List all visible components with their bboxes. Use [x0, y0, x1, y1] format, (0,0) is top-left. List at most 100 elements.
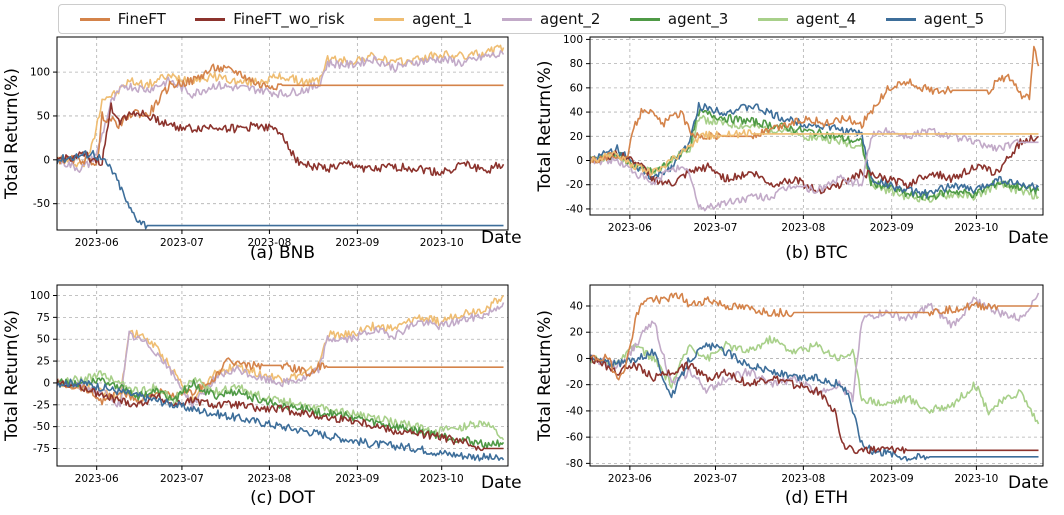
chart-a-bnb: -50 0 50 100 2023-06 2023-07 2023-08 2023-09 202…: [2, 36, 522, 263]
y-tick-label: -50: [33, 198, 50, 210]
series-line-fineft-wo-risk: [590, 134, 1040, 195]
legend-entry-agent-5: agent_5: [885, 10, 985, 28]
x-tick-label: 2023-06: [75, 237, 119, 249]
x-tick-label: 2023-10: [420, 473, 464, 485]
series-line-agent-2: [57, 50, 505, 173]
y-tick-label: -20: [566, 179, 583, 191]
y-tick-label: 20: [570, 131, 583, 143]
y-tick-label: -20: [566, 379, 583, 391]
y-tick-label: 75: [37, 312, 50, 324]
x-axis-label: Date: [481, 473, 522, 493]
y-tick-label: -25: [33, 399, 50, 411]
y-tick-label: 100: [30, 290, 50, 302]
x-tick-label: 2023-06: [608, 222, 652, 234]
x-tick-label: 2023-08: [781, 473, 825, 485]
y-tick-label: 40: [570, 107, 583, 119]
series-line-agent-5: [590, 342, 1039, 462]
legend-label: agent_2: [540, 10, 601, 28]
x-tick-label: 2023-09: [335, 473, 379, 485]
legend-swatch: [885, 17, 916, 21]
x-tick-label: 2023-07: [160, 237, 204, 249]
x-axis-label: Date: [481, 228, 522, 248]
x-tick-label: 2023-10: [954, 473, 998, 485]
y-tick-label: 20: [570, 327, 583, 339]
y-tick-label: 50: [37, 334, 50, 346]
legend-swatch: [757, 17, 788, 21]
series-line-fineft-wo-risk: [590, 356, 1039, 455]
legend-entry-agent-1: agent_1: [374, 10, 472, 28]
x-axis-label: Date: [1008, 228, 1049, 248]
legend-entry-fineft-wo-risk: FineFT_wo_risk: [195, 10, 345, 28]
y-tick-label: 100: [563, 34, 583, 46]
legend-entry-agent-2: agent_2: [502, 10, 600, 28]
plot-frame: [56, 284, 509, 467]
y-tick-label: 0: [43, 377, 50, 389]
x-tick-label: 2023-09: [335, 237, 379, 249]
series-line-fineft-wo-risk: [57, 102, 505, 177]
series-line-fineft: [57, 63, 504, 166]
y-tick-label: -40: [566, 203, 583, 215]
x-tick-label: 2023-07: [160, 473, 204, 485]
y-tick-label: 80: [570, 58, 583, 70]
x-tick-label: 2023-10: [954, 222, 998, 234]
y-axis-label: Total Return(%): [2, 310, 22, 442]
y-axis-label: Total Return(%): [535, 61, 555, 193]
legend-swatch: [502, 17, 532, 21]
plot-frame: [56, 36, 509, 231]
chart-d-eth: -80 -60 -40 -20 0 20 40 2023-06 2023-07 2023-08 20…: [535, 284, 1049, 508]
x-tick-label: 2023-09: [870, 473, 914, 485]
x-tick-label: 2023-08: [247, 237, 291, 249]
x-axis-label: Date: [1008, 473, 1049, 493]
series-line-fineft-wo-risk: [57, 378, 504, 452]
series-line-agent-3: [57, 377, 505, 449]
y-tick-label: 40: [570, 300, 583, 312]
y-tick-label: -75: [33, 443, 50, 455]
series-group: [590, 45, 1040, 212]
x-tick-label: 2023-08: [781, 222, 825, 234]
y-tick-label: -50: [33, 421, 50, 433]
series-line-agent-4: [590, 335, 1040, 425]
chart-c-dot: -75 -50 -25 0 25 50 75 100 2023-06 2023-07 2023-08…: [2, 284, 522, 508]
y-tick-label: -80: [566, 458, 583, 470]
chart-title: (c) DOT: [250, 488, 315, 508]
legend-entry-fineft: FineFT: [79, 10, 166, 28]
x-tick-label: 2023-06: [608, 473, 652, 485]
legend-swatch: [629, 17, 660, 21]
plot-frame: [589, 36, 1044, 216]
y-tick-label: 0: [43, 154, 50, 166]
y-tick-label: 0: [576, 155, 583, 167]
x-tick-label: 2023-09: [870, 222, 914, 234]
legend-label: agent_3: [667, 10, 729, 28]
series-line-agent-2: [57, 302, 505, 410]
legend-label: FineFT_wo_risk: [233, 10, 345, 28]
legend-label: agent_4: [795, 10, 857, 28]
series-group: [57, 44, 505, 230]
legend-entry-agent-4: agent_4: [757, 10, 857, 28]
chart-title: (b) BTC: [785, 243, 847, 263]
legend-label: FineFT: [117, 10, 166, 28]
legend-entry-agent-3: agent_3: [629, 10, 729, 28]
series-line-fineft: [590, 292, 1039, 381]
legend: FineFT FineFT_wo_risk agent_1 agent_2 agent_…: [58, 4, 1006, 34]
series-line-agent-5: [57, 378, 505, 462]
series-line-agent-4: [590, 114, 1040, 203]
y-tick-label: -40: [566, 405, 583, 417]
series-line-fineft: [590, 45, 1040, 164]
y-tick-label: 60: [570, 82, 583, 94]
series-line-agent-2: [590, 292, 1040, 403]
series-group: [57, 294, 505, 462]
chart-title: (a) BNB: [250, 243, 315, 263]
x-tick-label: 2023-08: [247, 473, 291, 485]
chart-b-btc: -40 -20 0 20 40 60 80 100 2023-06 2023-07 2023-08 2…: [535, 34, 1049, 263]
legend-label: agent_5: [923, 10, 985, 28]
y-axis-label: Total Return(%): [535, 310, 555, 442]
y-tick-label: -60: [566, 432, 583, 444]
y-axis-label: Total Return(%): [2, 68, 22, 200]
series-line-agent-1: [57, 294, 505, 404]
y-tick-label: 50: [37, 110, 50, 122]
series-line-fineft: [57, 357, 504, 406]
legend-swatch: [374, 17, 405, 21]
legend-swatch: [79, 17, 110, 21]
y-tick-label: 0: [576, 353, 583, 365]
